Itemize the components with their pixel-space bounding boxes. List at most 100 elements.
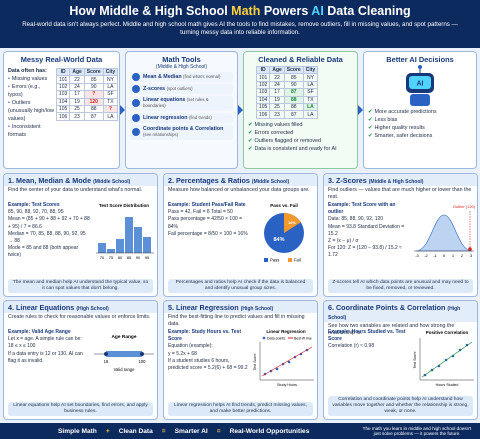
cell: SF — [302, 88, 319, 97]
x-label: 90 — [136, 255, 141, 260]
list-item: Real-World Opportunities — [229, 427, 310, 435]
row: 103 17? SF — [55, 90, 119, 99]
messy-panel: Messy Real-World Data Data often has: Mi… — [3, 51, 120, 169]
endpoint — [104, 352, 108, 356]
title-part: Data Cleaning — [323, 4, 411, 18]
intro: Find outliers — values that are much hig… — [328, 187, 472, 200]
x-label: Study Hours — [277, 383, 297, 387]
intro: Create rules to check for reasonable val… — [8, 314, 151, 320]
tool-name: Linear equations — [143, 97, 186, 103]
robot-label: AI — [417, 81, 424, 88]
y-label: Test Score — [253, 354, 257, 371]
x-label: 70 — [100, 255, 105, 260]
lines: Example: Test Scores 85, 90, 88, 92, 70, … — [8, 202, 90, 260]
x-label: 85 — [127, 255, 132, 260]
list-item: Simple Math — [58, 427, 97, 435]
row: 104 19 88 TX — [255, 95, 319, 104]
tool-note: (find what's normal) — [183, 73, 221, 79]
section: 4. Linear Equations (High School) Create… — [3, 300, 158, 420]
header-cell: ID — [55, 67, 71, 77]
list-item: 85, 90, 88, 92, 70, 88, 95 — [8, 209, 64, 216]
tool-note: (find trends) — [188, 114, 212, 120]
row: 105 25 88? — [55, 104, 119, 114]
chart-title: Test Score Distribution — [99, 203, 149, 208]
cell: 102 — [55, 82, 71, 92]
row: 106 23 87 LA — [55, 112, 119, 121]
cell: 22 — [269, 73, 285, 82]
list-item: Mode = 85 and 88 (both appear twice) — [8, 245, 79, 259]
panel-title: Math Tools — [162, 55, 201, 64]
list-item: 18 ≤ x ≤ 100 — [8, 343, 36, 350]
section-title: 3. Z-Scores (Middle & High School) — [324, 174, 477, 186]
tool-icon — [132, 128, 140, 137]
row: 101 22 85 NY — [55, 75, 119, 84]
intro: Find the best-fitting line to predict va… — [168, 314, 305, 327]
cell: LA — [102, 112, 119, 121]
list-item: Errors corrected — [248, 129, 353, 137]
valid-range — [106, 351, 142, 357]
list-item: Pass = 42, Fail = 8 Total = 50 — [168, 209, 233, 216]
cell: 90 — [283, 80, 304, 90]
tool-icon — [132, 113, 140, 122]
point — [287, 360, 291, 364]
section: 1. Mean, Median & Mode (Middle School) F… — [3, 173, 158, 297]
cell: 85 — [83, 75, 104, 84]
cell: 106 — [55, 112, 71, 121]
section: 6. Coordinate Points & Correlation (High… — [323, 300, 478, 420]
level: (High School) — [328, 306, 461, 321]
lines: Example: Student Pass/Fail Rate Pass = 42… — [168, 202, 250, 238]
intro: Measure how balanced or unbalanced your … — [168, 187, 310, 193]
lines: Example: Valid Age Range Let x = age. A s… — [8, 329, 90, 365]
chart-title: Age Range — [111, 334, 136, 340]
title-part: Math — [231, 4, 261, 18]
tool-text: Coordinate points & Correlation (see rel… — [143, 126, 231, 139]
bar — [116, 239, 124, 253]
lines: Example: Study Hours vs. Test Score Equat… — [168, 329, 250, 372]
messy-list: Data often has: Missing valuesErrors (e.… — [8, 68, 54, 139]
title: How Middle & High School Math Powers AI … — [0, 4, 480, 18]
tool: Linear regression (find trends) — [130, 112, 233, 123]
row: 101 22 85 NY — [255, 73, 319, 82]
robot-body — [410, 94, 430, 106]
table: ID Age Score City 101 22 85 NY 102 24 90 LA 103 17? SF… — [55, 67, 119, 121]
header-row: ID Age Score City — [55, 67, 119, 77]
list-item: Equation (example): — [168, 343, 213, 350]
antenna-tip — [418, 65, 422, 69]
tool-icon — [132, 73, 140, 81]
list-item: Correlation (r) ≈ 0.98 — [328, 343, 375, 350]
legend-label: Pass — [270, 258, 279, 263]
outlier-label: Outlier (120) — [453, 204, 476, 209]
summary: The mean and median help AI understand t… — [8, 279, 153, 293]
summary: Linear regression helps AI find trends, … — [168, 402, 313, 416]
legend-swatch — [264, 258, 268, 262]
section-title: 2. Percentages & Ratios (Middle School) — [164, 174, 317, 186]
endpoint — [140, 352, 144, 356]
cell: LA — [302, 102, 319, 112]
list-item: + — [105, 427, 110, 435]
cell: NY — [302, 73, 319, 82]
cell: 104 — [255, 95, 271, 104]
legend-label: Best-fit line — [294, 337, 312, 341]
list-item: Mean = (85 + 90 + 88 + 92 + 70 + 88 + 95… — [8, 216, 90, 230]
cell: LA — [302, 110, 319, 119]
tool-text: Linear equations (set rules & boundaries… — [143, 97, 231, 110]
x-label: 75 — [109, 255, 114, 260]
cell: 87 — [83, 112, 104, 121]
list-item: Data: 85, 88, 90, 92, 120 — [328, 216, 384, 223]
title-part: How Middle & High School — [69, 4, 232, 18]
cell: 88 — [283, 102, 304, 112]
cell: 101 — [255, 73, 271, 82]
tool-icon — [132, 85, 140, 93]
header: How Middle & High School Math Powers AI … — [0, 0, 480, 48]
x-labels: 70 75 80 85 90 95 — [100, 255, 150, 260]
list-item: Example: Hours Studied vs. Test Score — [328, 329, 406, 343]
cell: 90 — [83, 82, 104, 92]
list-item: Let x = age. A simple rule can be: — [8, 336, 82, 343]
pie-fail — [284, 213, 301, 233]
header-cell: City — [302, 65, 319, 75]
list-item: Missing values filled — [248, 121, 353, 129]
row: 103 17 87 SF — [255, 88, 319, 97]
cell: TX — [102, 97, 119, 106]
panel-title: Messy Real-World Data — [20, 55, 103, 64]
